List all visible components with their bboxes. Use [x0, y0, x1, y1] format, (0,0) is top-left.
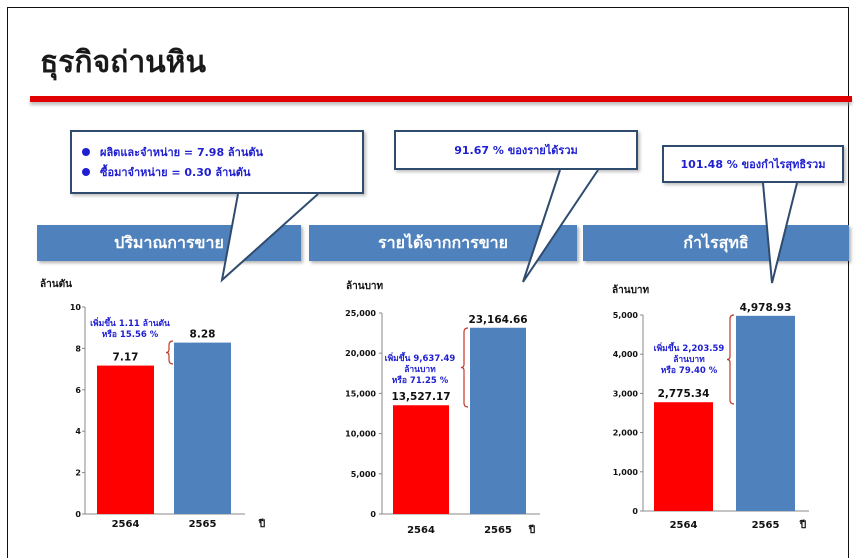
y-tick-label: 8: [75, 344, 81, 353]
data-label: 8.28: [190, 329, 216, 341]
callout-profit: 101.48 % ของกำไรสุทธิรวม: [662, 145, 844, 183]
bar-chart-3: ล้านบาท 0 1,000 2,000 3,000 4,000 5,000 2,775.3…: [612, 284, 809, 531]
callout-profit-pointer-fill: [763, 183, 797, 283]
increase-annotation: ล้านบาท: [404, 364, 436, 375]
bar-chart-2: ล้านบาท 0 5,000 10,000 15,000 20,000 25,000 13,…: [345, 280, 540, 536]
band-profit: กำไรสุทธิ: [583, 225, 849, 261]
callout-volume: ผลิตและจำหน่าย = 7.98 ล้านตัน ซื้อมาจำหน…: [70, 130, 364, 194]
bar-2565: [470, 327, 526, 514]
callout-revenue-pointer: [522, 169, 599, 283]
callout-revenue-text: 91.67 % ของรายได้รวม: [454, 144, 578, 157]
y-tick-label: 0: [370, 510, 376, 519]
bar-2564: [393, 405, 449, 514]
y-tick-label: 5,000: [613, 311, 639, 320]
x-axis-label: ปี: [528, 524, 535, 536]
increase-brace: [165, 340, 174, 365]
y-tick-label: 10,000: [345, 430, 376, 439]
title-underline: [30, 96, 852, 102]
band-revenue: รายได้จากการขาย: [309, 225, 577, 261]
bar-2565: [174, 342, 231, 514]
callout-volume-item: ผลิตและจำหน่าย = 7.98 ล้านตัน: [82, 142, 362, 162]
x-axis-label: ปี: [258, 518, 265, 530]
y-unit-label: ล้านบาท: [346, 280, 384, 292]
y-tick-label: 6: [75, 386, 81, 395]
y-unit-label: ล้านบาท: [612, 284, 650, 296]
increase-brace: [726, 314, 735, 405]
y-tick-label: 0: [632, 507, 638, 516]
increase-brace: [460, 327, 469, 408]
data-label: 13,527.17: [391, 391, 450, 403]
data-label: 7.17: [113, 352, 139, 364]
x-tick-label: 2565: [189, 519, 217, 530]
data-label: 4,978.93: [740, 302, 792, 314]
band-profit-label: กำไรสุทธิ: [683, 232, 749, 252]
callout-profit-pointer: [762, 182, 798, 284]
x-tick-label: 2564: [670, 520, 698, 531]
y-tick-label: 0: [75, 510, 81, 519]
increase-annotation: ล้านบาท: [673, 354, 705, 365]
bar-2564: [654, 402, 713, 511]
increase-annotation: หรือ 71.25 %: [392, 375, 449, 386]
increase-annotation: เพิ่มขึ้น 2,203.59: [654, 341, 725, 354]
y-tick-label: 20,000: [345, 349, 376, 358]
x-axis-label: ปี: [799, 519, 806, 531]
page-title: ธุรกิจถ่านหิน: [40, 45, 206, 80]
callout-profit-text: 101.48 % ของกำไรสุทธิรวม: [680, 158, 826, 171]
x-tick-label: 2565: [752, 520, 780, 531]
callout-volume-item: ซื้อมาจำหน่าย = 0.30 ล้านตัน: [82, 162, 362, 182]
band-volume-label: ปริมาณการขาย: [114, 232, 224, 252]
y-tick-label: 4: [75, 427, 81, 436]
callout-volume-pointer: [220, 193, 319, 283]
charts: ล้านตัน 0 2 4 6 8 10 7.17 2564 8.28 2565 ปี เพิ่มขึ้…: [40, 278, 809, 536]
increase-annotation: หรือ 15.56 %: [102, 329, 159, 340]
y-tick-label: 4,000: [613, 350, 639, 359]
bullet-icon: [82, 148, 90, 156]
increase-annotation: หรือ 79.40 %: [661, 365, 718, 376]
callout-pointers: [220, 169, 798, 284]
y-tick-label: 25,000: [345, 309, 376, 318]
y-tick-label: 15,000: [345, 389, 376, 398]
bar-2564: [97, 365, 154, 514]
callout-volume-text-2: ซื้อมาจำหน่าย = 0.30 ล้านตัน: [100, 166, 251, 179]
y-tick-label: 10: [70, 303, 82, 312]
callout-revenue: 91.67 % ของรายได้รวม: [394, 130, 638, 170]
increase-annotation: เพิ่มขึ้น 9,637.49: [385, 351, 456, 364]
x-tick-label: 2564: [407, 525, 435, 536]
y-tick-label: 2: [75, 469, 81, 478]
data-label: 23,164.66: [468, 314, 527, 326]
x-tick-label: 2564: [112, 519, 140, 530]
band-revenue-label: รายได้จากการขาย: [378, 232, 508, 252]
bar-2565: [736, 315, 795, 511]
increase-annotation: เพิ่มขึ้น 1.11 ล้านตัน: [90, 316, 170, 329]
data-label: 2,775.34: [658, 388, 710, 400]
bullet-icon: [82, 168, 90, 176]
y-unit-label: ล้านตัน: [40, 278, 72, 290]
y-tick-label: 2,000: [613, 429, 639, 438]
x-tick-label: 2565: [484, 525, 512, 536]
y-tick-label: 5,000: [351, 470, 377, 479]
y-tick-label: 1,000: [613, 468, 639, 477]
bar-chart-1: ล้านตัน 0 2 4 6 8 10 7.17 2564 8.28 2565 ปี เพิ่มขึ้…: [40, 278, 265, 530]
y-tick-label: 3,000: [613, 389, 639, 398]
callout-volume-text-1: ผลิตและจำหน่าย = 7.98 ล้านตัน: [100, 146, 264, 159]
